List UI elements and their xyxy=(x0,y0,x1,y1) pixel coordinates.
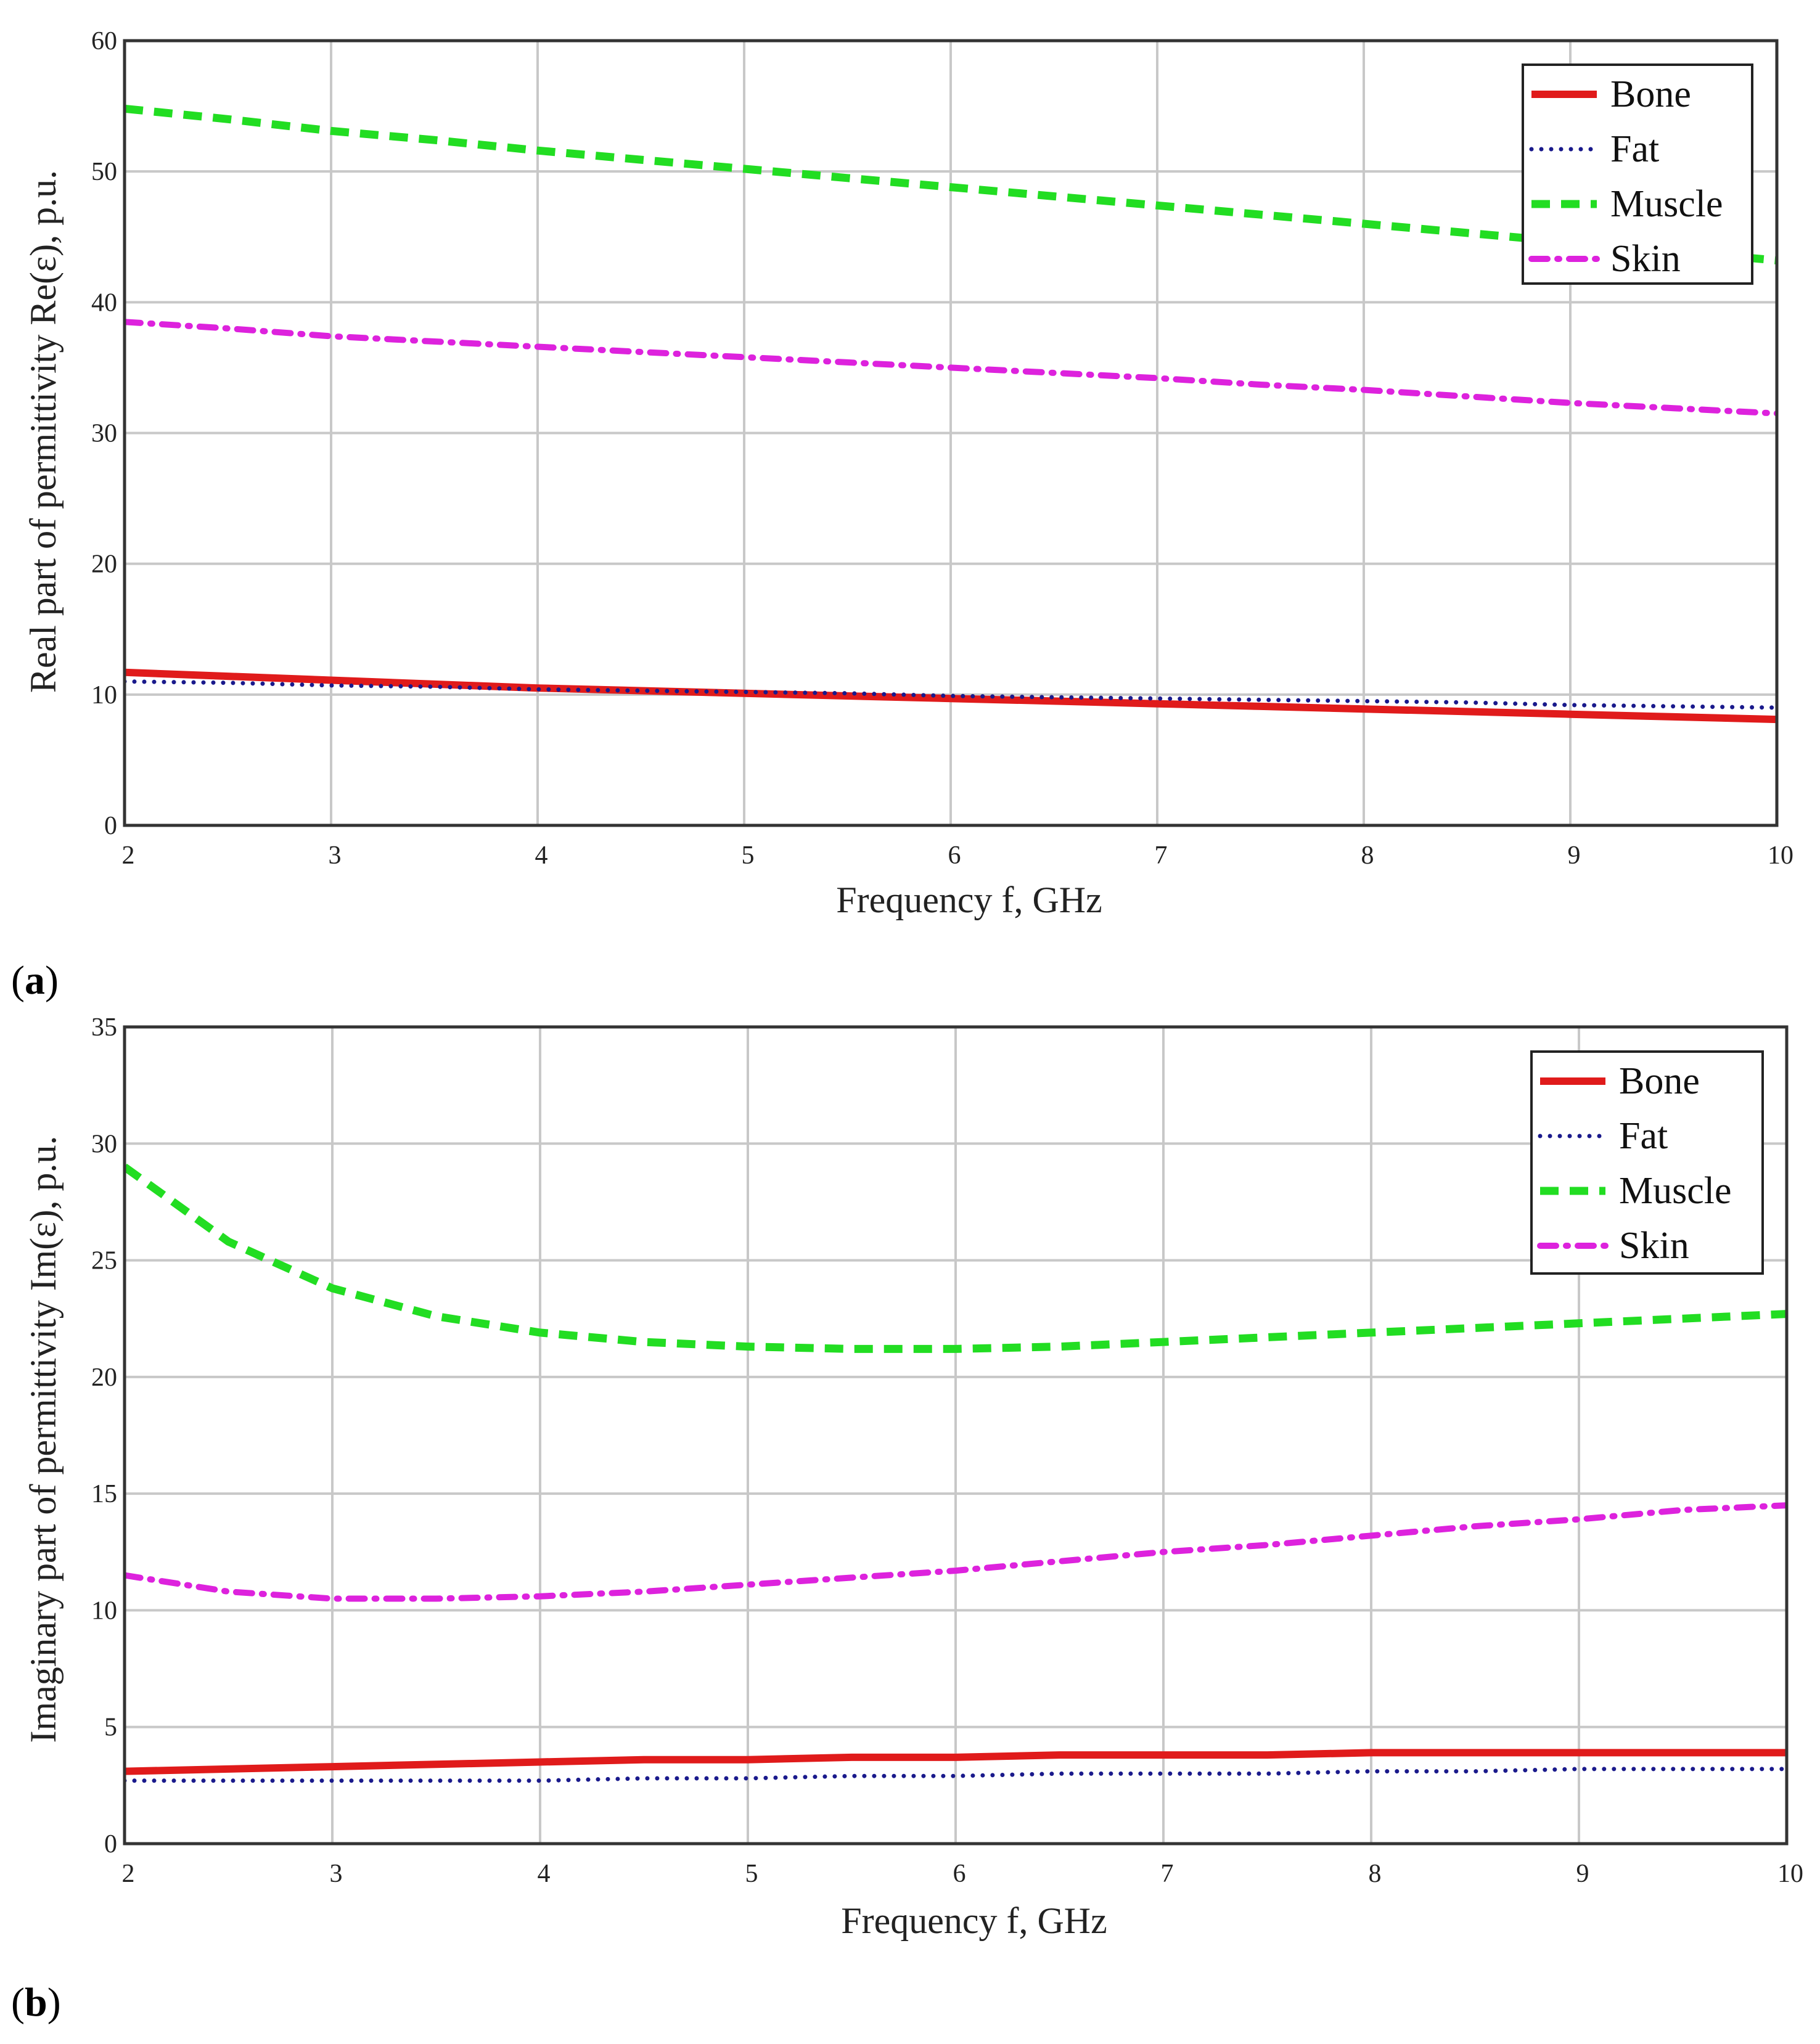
x-tick-label: 10 xyxy=(1777,1860,1803,1888)
x-tick-label: 4 xyxy=(535,841,548,870)
panel-label: (a) xyxy=(11,958,59,1003)
y-tick-label: 10 xyxy=(91,681,117,709)
y-tick-label: 20 xyxy=(91,550,117,579)
x-tick-label: 3 xyxy=(329,841,342,870)
legend-label-fat: Fat xyxy=(1610,128,1659,170)
series-line-fat xyxy=(125,1767,1787,1783)
legend-label-muscle: Muscle xyxy=(1619,1170,1732,1212)
legend: Bone Fat Muscle Skin xyxy=(1530,1050,1764,1275)
x-tick-label: 4 xyxy=(538,1860,551,1888)
x-tick-label: 8 xyxy=(1361,841,1374,870)
y-tick-label: 0 xyxy=(104,1830,117,1858)
legend-label-bone: Bone xyxy=(1610,73,1691,115)
y-tick-label: 30 xyxy=(91,1130,117,1158)
y-axis-title: Real part of permittivity Re(ε), p.u. xyxy=(23,170,64,693)
x-tick-label: 2 xyxy=(122,841,135,870)
x-tick-label: 5 xyxy=(745,1860,758,1888)
chart-panel-b: 2 3 4 5 6 7 8 9 10 0 5 10 15 20 25 30 35 Frequency f, GHz… xyxy=(11,1013,1803,2025)
y-tick-label: 50 xyxy=(91,158,117,186)
legend-label-fat: Fat xyxy=(1619,1115,1668,1157)
series-line-skin xyxy=(125,319,1777,417)
series-line-muscle xyxy=(125,104,1777,264)
chart-panel-a: 2 3 4 5 6 7 8 9 10 0 10 20 30 40 50 60 Frequency f, GHz R… xyxy=(11,27,1793,1003)
legend-label-skin: Skin xyxy=(1619,1225,1689,1267)
series-line-muscle xyxy=(125,1163,1787,1353)
x-tick-label: 6 xyxy=(948,841,961,870)
y-tick-label: 5 xyxy=(104,1714,117,1742)
legend-label-skin: Skin xyxy=(1610,238,1681,280)
plot-frame xyxy=(123,39,1779,827)
plot-frame xyxy=(123,1025,1789,1846)
y-tick-label: 10 xyxy=(91,1596,117,1625)
x-tick-label: 7 xyxy=(1161,1860,1174,1888)
y-tick-label: 35 xyxy=(91,1013,117,1042)
y-tick-label: 60 xyxy=(91,27,117,55)
series-line-fat xyxy=(125,679,1777,710)
y-tick-label: 20 xyxy=(91,1363,117,1392)
y-tick-label: 30 xyxy=(91,420,117,448)
x-tick-label: 3 xyxy=(330,1860,343,1888)
x-tick-label: 9 xyxy=(1568,841,1581,870)
series-line-bone xyxy=(125,1749,1787,1775)
series-group xyxy=(125,1163,1787,1783)
y-tick-label: 25 xyxy=(91,1247,117,1275)
y-tick-label: 40 xyxy=(91,288,117,317)
legend-box xyxy=(1530,1050,1764,1275)
legend-label-muscle: Muscle xyxy=(1610,183,1723,225)
legend-box xyxy=(1522,63,1753,285)
x-tick-label: 7 xyxy=(1155,841,1168,870)
series-group xyxy=(125,104,1777,724)
y-tick-label: 15 xyxy=(91,1480,117,1508)
series-line-bone xyxy=(125,668,1777,724)
x-tick-label: 10 xyxy=(1768,841,1793,870)
legend: Bone Fat Muscle Skin xyxy=(1522,63,1753,285)
x-tick-label: 9 xyxy=(1576,1860,1589,1888)
x-tick-label: 5 xyxy=(742,841,755,870)
legend-label-bone: Bone xyxy=(1619,1060,1700,1102)
y-tick-label: 0 xyxy=(104,812,117,840)
panel-label: (b) xyxy=(11,1980,61,2025)
x-tick-label: 6 xyxy=(953,1860,966,1888)
series-line-skin xyxy=(125,1502,1787,1602)
y-axis-title: Imaginary part of permittivity Im(ε), p.… xyxy=(23,1136,64,1743)
x-tick-label: 2 xyxy=(122,1860,135,1888)
x-tick-label: 8 xyxy=(1369,1860,1382,1888)
x-axis-title: Frequency f, GHz xyxy=(836,880,1102,920)
x-axis-title: Frequency f, GHz xyxy=(841,1900,1107,1941)
